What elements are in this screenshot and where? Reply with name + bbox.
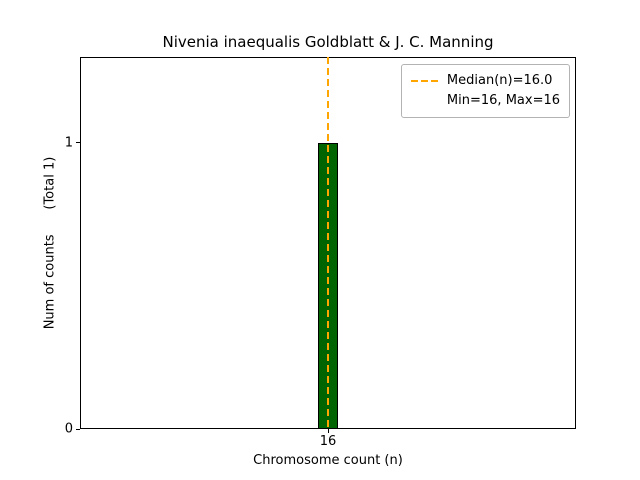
x-tick-mark (327, 429, 329, 433)
median-line (327, 57, 329, 429)
y-axis-label: Num of counts (Total 1) (42, 156, 58, 330)
y-tick-mark (76, 142, 80, 144)
x-axis-label: Chromosome count (n) (253, 453, 403, 468)
legend-entry-median: Median(n)=16.0 (410, 71, 560, 91)
y-tick-mark (76, 428, 80, 430)
y-tick-label: 1 (64, 135, 73, 151)
x-tick-label: 16 (319, 434, 337, 449)
empty-handle (411, 100, 439, 102)
legend: Median(n)=16.0 Min=16, Max=16 (400, 64, 570, 118)
dashed-line-sample-icon (410, 80, 439, 82)
legend-entry-minmax: Min=16, Max=16 (411, 91, 560, 111)
y-tick-label: 0 (64, 421, 73, 437)
legend-label-median: Median(n)=16.0 (446, 73, 553, 88)
chart-title: Nivenia inaequalis Goldblatt & J. C. Man… (162, 33, 494, 51)
legend-label-minmax: Min=16, Max=16 (446, 93, 560, 108)
